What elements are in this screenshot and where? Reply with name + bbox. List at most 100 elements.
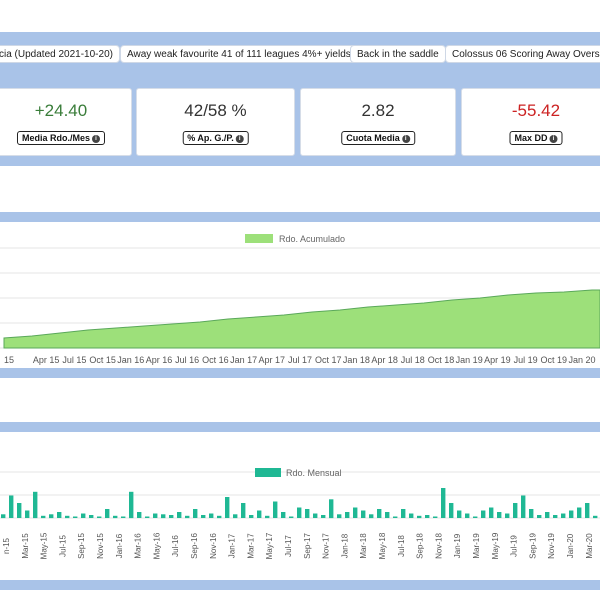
monthly-bar	[9, 495, 14, 518]
monthly-chart-panel: Rdo. Mensual n-15 Mar-15 May-15 Jul-15 Sep-15…	[0, 432, 600, 580]
monthly-bar	[585, 503, 590, 518]
monthly-bar	[273, 501, 278, 518]
monthly-bar	[369, 514, 374, 519]
x-tick-label: Oct 17	[315, 355, 342, 365]
monthly-bar	[521, 495, 526, 518]
monthly-bar	[249, 515, 254, 518]
x-tick-label: Jul-18	[397, 535, 406, 557]
x-tick-label: May-17	[265, 532, 274, 559]
x-tick-label: Apr 16	[146, 355, 173, 365]
x-tick-label: Mar-20	[585, 533, 594, 559]
x-tick-label: Apr 15	[33, 355, 60, 365]
monthly-bar	[329, 499, 334, 519]
monthly-bar	[217, 515, 222, 519]
monthly-bar	[433, 516, 438, 518]
stat-label: Cuota Media	[346, 133, 400, 143]
x-tick-label: Jul-16	[171, 535, 180, 557]
stat-value: 2.82	[361, 101, 395, 120]
monthly-bar	[321, 515, 326, 518]
x-tick-label: Oct 18	[428, 355, 455, 365]
stat-label: % Ap. G./P.	[187, 133, 234, 143]
x-tick-label: Nov-17	[322, 533, 331, 559]
monthly-bar	[569, 510, 574, 518]
monthly-bar	[1, 514, 6, 519]
monthly-bar	[545, 512, 550, 518]
x-tick-label: Apr 19	[484, 355, 511, 365]
monthly-bar	[449, 503, 454, 518]
monthly-bar	[417, 515, 422, 519]
x-tick-label: Jan 20	[568, 355, 595, 365]
stat-label: Media Rdo./Mes	[21, 133, 91, 143]
stat-label-button[interactable]: Max DD i	[509, 131, 563, 145]
info-icon[interactable]: i	[549, 134, 558, 143]
stat-card: +24.40 Media Rdo./Mes i	[0, 88, 132, 156]
x-tick-label: Nov-15	[96, 533, 105, 559]
x-tick-label: Oct 19	[541, 355, 568, 365]
x-tick-label: Sep-17	[303, 533, 312, 559]
x-tick-label: Jan-17	[228, 533, 237, 558]
separator-band	[0, 422, 600, 432]
info-icon[interactable]: i	[235, 134, 244, 143]
tab-0[interactable]: cia (Updated 2021-10-20)	[0, 45, 120, 63]
x-tick-label: Oct 16	[202, 355, 229, 365]
monthly-bar	[241, 503, 246, 518]
x-tick-label: Jul 17	[288, 355, 312, 365]
x-tick-label: Jul 16	[175, 355, 199, 365]
monthly-bar	[361, 510, 366, 518]
x-tick-label: Nov-19	[547, 533, 556, 559]
legend-swatch	[245, 234, 273, 243]
monthly-bar	[513, 503, 518, 518]
monthly-bar	[105, 509, 110, 518]
monthly-bar	[481, 510, 486, 518]
x-tick-label: Oct 15	[89, 355, 116, 365]
x-tick-label: Sep-16	[190, 533, 199, 559]
stat-label-button[interactable]: % Ap. G./P. i	[182, 131, 249, 145]
info-icon[interactable]: i	[401, 134, 410, 143]
cumulative-chart: Rdo. Acumulado 15 Apr 15 Jul 15 Oct 15 Jan 16…	[0, 234, 600, 365]
monthly-bar	[313, 513, 318, 518]
info-icon[interactable]: i	[92, 134, 101, 143]
tab-1[interactable]: Away weak favourite 41 of 111 leagues 4%…	[120, 45, 358, 63]
legend-label: Rdo. Acumulado	[279, 234, 345, 244]
monthly-bar	[265, 515, 270, 519]
tab-3[interactable]: Colossus 06 Scoring Away Overs	[445, 45, 600, 63]
x-tick-label: Jan-20	[566, 533, 575, 558]
monthly-bar	[465, 513, 470, 518]
monthly-bar	[297, 507, 302, 518]
stat-label-button[interactable]: Cuota Media i	[341, 131, 415, 145]
x-tick-label: Jul-15	[58, 535, 67, 557]
monthly-bar	[185, 515, 190, 519]
monthly-bar	[233, 514, 238, 519]
cumulative-chart-panel: Rdo. Acumulado 15 Apr 15 Jul 15 Oct 15 Jan 16…	[0, 222, 600, 368]
stat-label: Max DD	[514, 133, 548, 143]
x-tick-label: Nov-16	[209, 533, 218, 559]
monthly-bar	[65, 515, 70, 519]
separator-band	[0, 580, 600, 590]
monthly-bar	[209, 513, 214, 518]
monthly-bar	[593, 515, 598, 519]
x-tick-label: May-19	[491, 532, 500, 559]
x-tick-label: Jan 16	[117, 355, 144, 365]
monthly-bar	[345, 512, 350, 518]
monthly-bar	[153, 513, 158, 518]
monthly-bar	[577, 507, 582, 518]
stat-value: 42/58 %	[184, 101, 247, 120]
monthly-bar	[489, 507, 494, 518]
x-tick-label: Jan 19	[456, 355, 483, 365]
cumulative-area	[3, 289, 600, 349]
tab-2[interactable]: Back in the saddle	[350, 45, 446, 63]
monthly-bar	[281, 512, 286, 518]
stat-label-button[interactable]: Media Rdo./Mes i	[16, 131, 106, 145]
x-tick-label: Jan 18	[343, 355, 370, 365]
x-tick-label: Jul 15	[62, 355, 86, 365]
monthly-bar	[505, 513, 510, 518]
x-tick-label: Jul 19	[514, 355, 538, 365]
monthly-bar	[193, 509, 198, 518]
monthly-bar	[177, 512, 182, 518]
stat-value: +24.40	[34, 101, 88, 120]
monthly-bar	[121, 516, 126, 518]
monthly-bar	[537, 515, 542, 518]
x-tick-label: Jul 18	[401, 355, 425, 365]
monthly-bar	[161, 514, 166, 519]
monthly-bar	[473, 516, 478, 518]
